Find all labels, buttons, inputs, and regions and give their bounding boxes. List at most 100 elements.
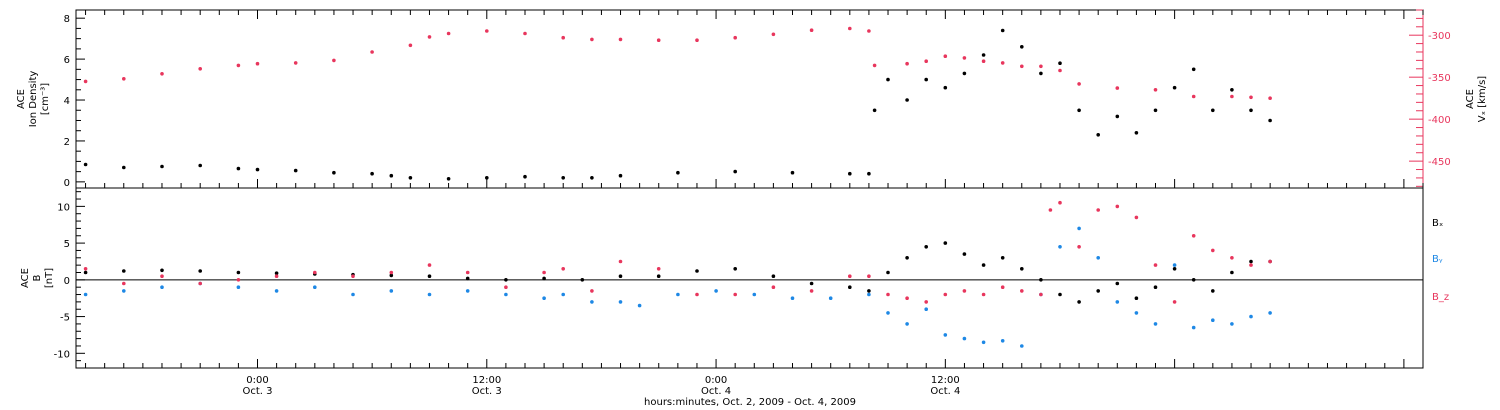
bx-point [962, 252, 967, 256]
bz-point [1211, 248, 1215, 253]
bx-point [695, 269, 699, 273]
by-point [1172, 263, 1177, 267]
density-point [236, 166, 241, 171]
legend-bx: Bₓ [1432, 218, 1443, 229]
bz-point [867, 274, 871, 279]
velocity-label-line-1: ACE [1465, 89, 1476, 109]
by-point [465, 289, 470, 293]
density-point [293, 168, 298, 173]
by-point [1058, 245, 1062, 249]
density-point [924, 77, 928, 82]
bz-point [561, 267, 565, 271]
bz-point [695, 292, 699, 297]
by-point [1020, 344, 1024, 348]
legend-by: Bᵧ [1432, 254, 1443, 265]
magnetic-field-panel: 10 5 0 -5 -10 ACE B [nT] Bₓ Bᵧ B_z [20, 187, 1449, 369]
density-point [981, 53, 986, 57]
density-point [962, 71, 967, 76]
bottom-panel-frame [75, 187, 1424, 369]
by-point [542, 296, 546, 301]
velocity-point [1249, 95, 1253, 100]
density-point [867, 171, 871, 176]
velocity-point [1077, 82, 1081, 86]
bz-point [1039, 292, 1043, 297]
by-point [1191, 325, 1196, 330]
density-point [198, 163, 202, 168]
by-point [160, 285, 164, 290]
density-point [1249, 108, 1253, 113]
density-point [872, 108, 877, 113]
bx-point [733, 267, 737, 271]
velocity-point [1020, 64, 1024, 69]
b-label-line-1: ACE [20, 268, 31, 288]
by-point [1134, 311, 1139, 315]
bz-point [83, 267, 88, 271]
by-point [427, 292, 432, 297]
density-point [389, 173, 394, 178]
bottom-x-ticks [85, 359, 1424, 368]
bx-point [160, 268, 164, 273]
bz-point [351, 274, 355, 279]
density-axis-label: ACE Ion Density [cm⁻³] [16, 71, 51, 128]
bz-point [809, 289, 814, 293]
top-x-ticks [85, 10, 1424, 188]
velocity-point [1153, 88, 1158, 92]
x-tick-time-label: 0:00 [705, 375, 727, 386]
by-point [981, 340, 986, 345]
density-point [1230, 88, 1234, 92]
density-point [408, 176, 413, 180]
by-point [561, 292, 565, 297]
density-point [848, 171, 852, 176]
bz-point [590, 289, 594, 293]
x-tick-time-label: 0:00 [246, 375, 268, 386]
by-point [313, 285, 317, 290]
velocity-point [1000, 61, 1005, 65]
velocity-point [872, 63, 877, 68]
b-y-axis: 10 5 0 -5 -10 [54, 191, 85, 369]
bx-point [848, 285, 852, 290]
bx-point [542, 276, 546, 281]
bx-point [1058, 292, 1062, 297]
velocity-point [590, 37, 594, 42]
b-label-line-3: [nT] [44, 268, 55, 288]
bz-point [1000, 285, 1005, 290]
by-point [1000, 339, 1005, 343]
density-label-line-3: [cm⁻³] [40, 83, 51, 115]
velocity-axis-label: ACE Vₓ [km/s] [1465, 76, 1488, 122]
bx-point [1077, 300, 1081, 304]
by-point [714, 289, 718, 293]
bz-point [236, 278, 241, 282]
density-point [1039, 71, 1043, 76]
top-data-points [83, 26, 1272, 181]
b-tick-label: 10 [57, 202, 70, 213]
bx-point [504, 278, 508, 282]
bx-point [427, 274, 432, 279]
b-tick-label: 0 [64, 276, 70, 287]
velocity-point [1230, 94, 1234, 99]
velocity-point [1115, 86, 1120, 90]
bx-point [1000, 255, 1005, 260]
by-point [389, 289, 394, 293]
bx-point [1020, 267, 1024, 271]
velocity-point [427, 35, 432, 39]
bx-point [1096, 289, 1100, 293]
bx-point [656, 274, 661, 279]
velocity-point [618, 37, 623, 42]
velocity-point [1058, 68, 1062, 73]
density-point [446, 177, 451, 181]
density-point [1020, 45, 1024, 49]
bx-point [236, 270, 241, 275]
legend-bz: B_z [1432, 292, 1449, 303]
bz-point [1134, 215, 1139, 220]
by-point [1115, 300, 1120, 304]
x-tick-day-label: Oct. 3 [243, 386, 273, 397]
density-label-line-1: ACE [16, 89, 27, 109]
bz-point [1048, 208, 1053, 212]
bz-point [542, 270, 546, 275]
velocity-point [1191, 94, 1196, 99]
bx-point [465, 276, 470, 281]
velocity-point [523, 31, 527, 36]
velocity-point [408, 43, 413, 48]
bz-point [943, 292, 948, 297]
by-point [1096, 255, 1100, 260]
